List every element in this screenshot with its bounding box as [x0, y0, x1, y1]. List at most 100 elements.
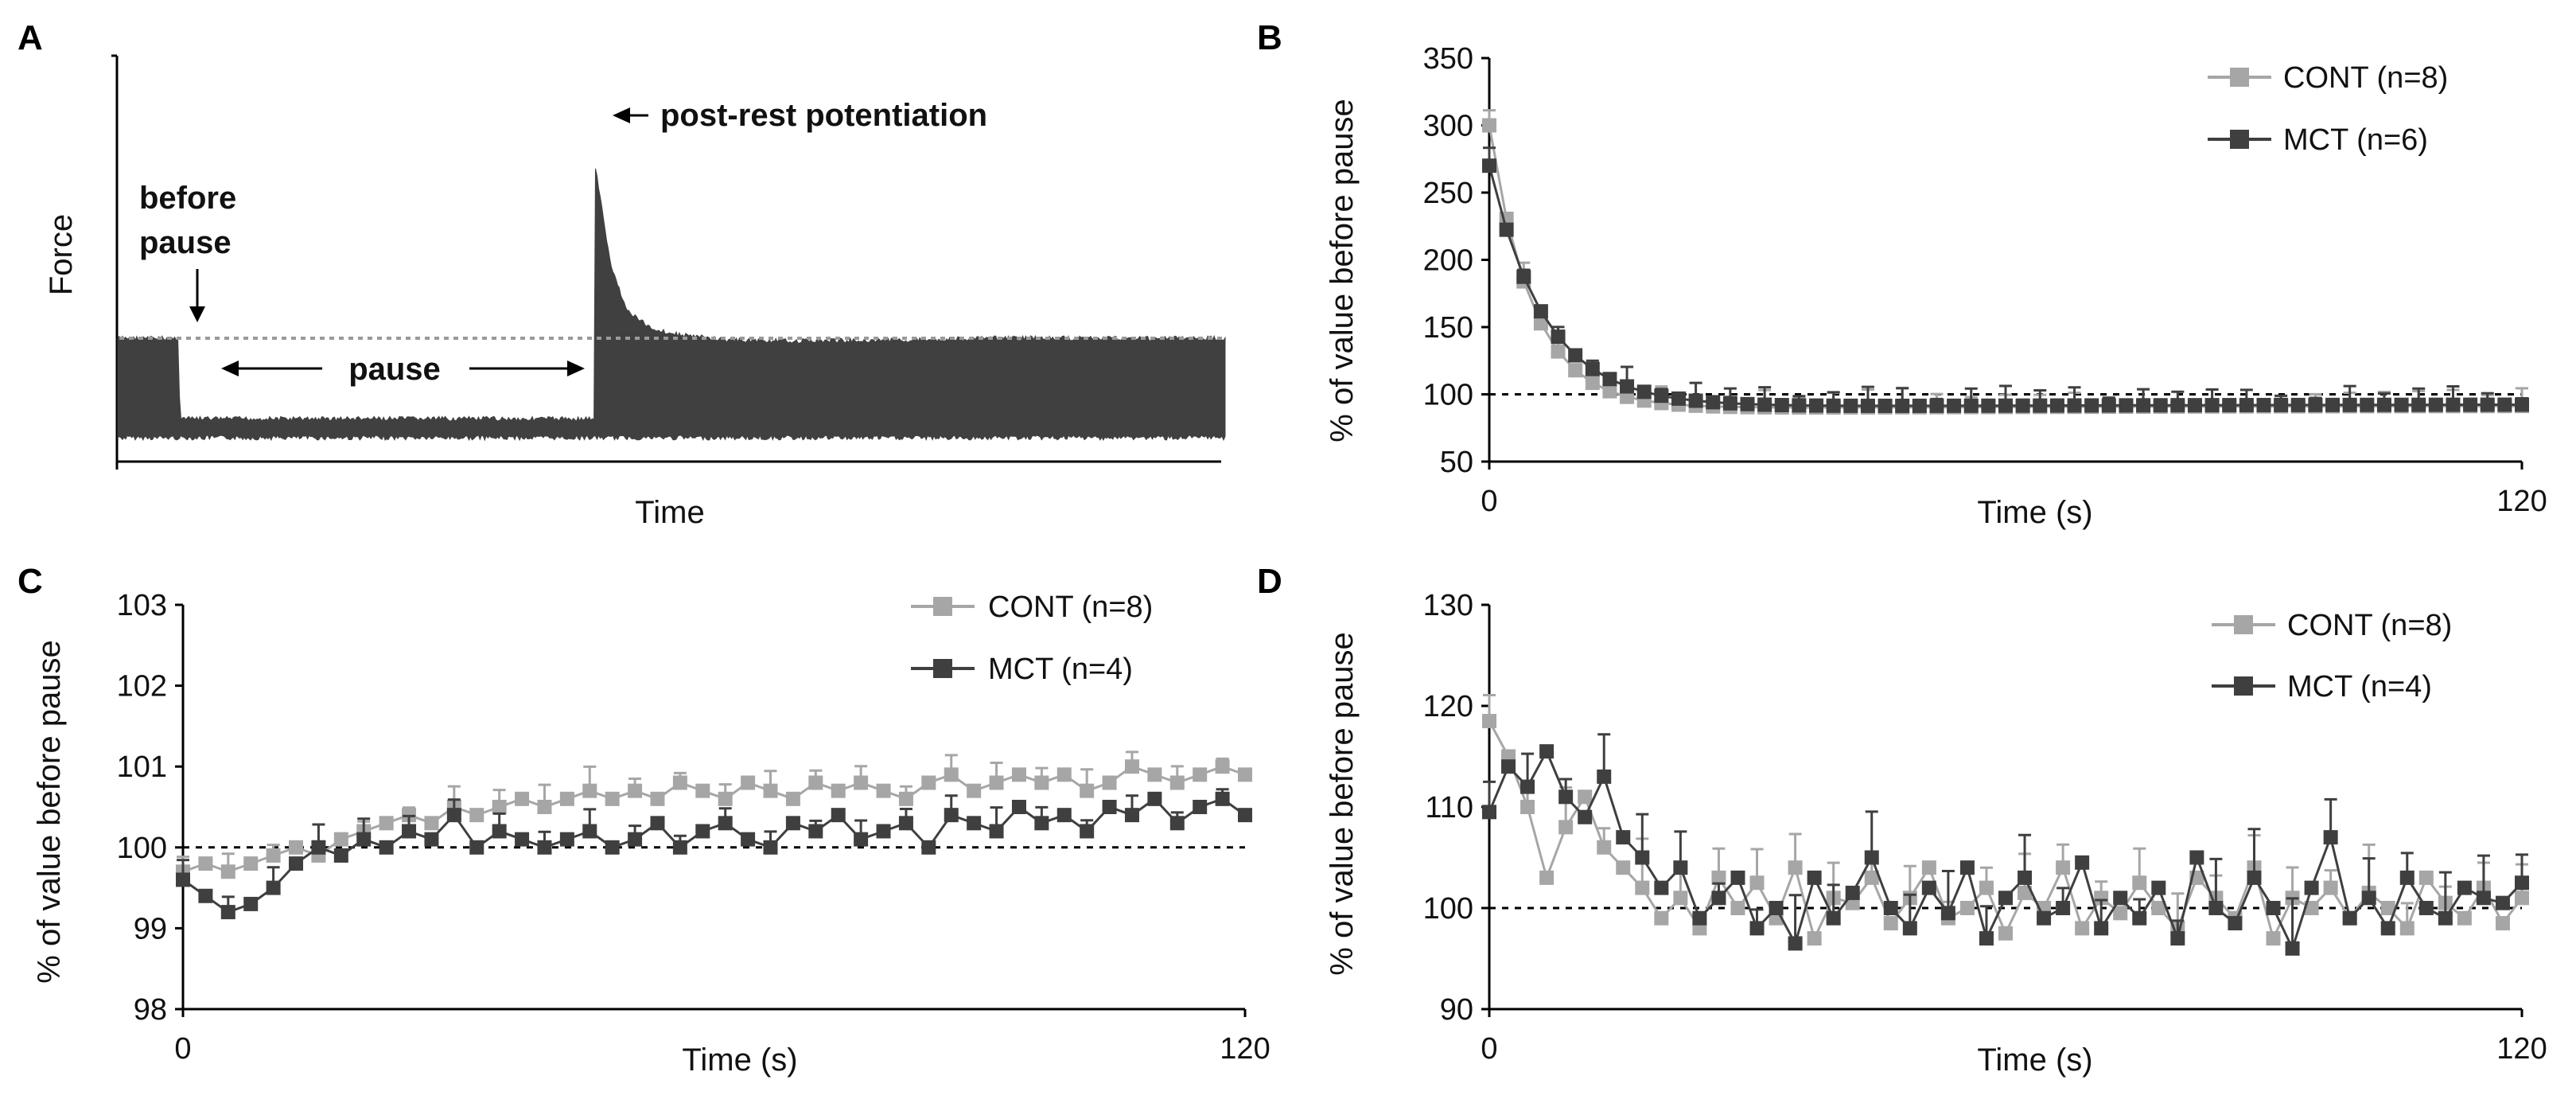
c-cont-point	[469, 808, 484, 823]
d-cont-point	[1673, 891, 1688, 906]
c-mct-point	[785, 816, 800, 831]
b-mct-point	[1843, 398, 1858, 413]
b-mct-point	[2119, 398, 2134, 413]
panel-b-plot	[1482, 109, 2529, 415]
c-mct-point	[1080, 824, 1095, 839]
c-mct-point	[220, 905, 235, 920]
d-cont-point	[2457, 910, 2472, 926]
d-cont-point	[1864, 870, 1879, 885]
b-mct-point	[2308, 397, 2323, 412]
b-mct-point	[1585, 361, 1600, 376]
d-cont-point	[1883, 916, 1898, 931]
d-mct-point	[2323, 830, 2338, 845]
legend-d-cont-marker	[2234, 615, 2253, 634]
b-mct-point	[1654, 388, 1669, 403]
c-mct-point	[1238, 808, 1252, 823]
d-cont-point	[2266, 931, 2281, 946]
c-cont-point	[944, 767, 959, 782]
c-cont-point	[989, 775, 1004, 790]
c-mct-point	[356, 832, 372, 847]
force-trace-band	[117, 168, 1226, 442]
panel-d: D % of value before pause Time (s) 90 100…	[1257, 562, 2547, 1078]
c-mct-point	[1011, 800, 1026, 814]
y-tick-label: 101	[117, 750, 167, 784]
b-mct-point	[1826, 398, 1841, 413]
annot-pause-word: pause	[139, 225, 232, 260]
d-mct-point	[1539, 744, 1555, 759]
d-mct-point	[1597, 769, 1612, 784]
b-mct-point	[2153, 398, 2168, 413]
c-mct-point	[559, 832, 574, 847]
d-mct-point	[2457, 880, 2472, 895]
legend-c-cont-marker	[933, 597, 952, 616]
b-mct-point	[2463, 397, 2478, 412]
c-cont-point	[628, 783, 643, 798]
c-cont-point	[582, 783, 597, 798]
c-cont-point	[763, 783, 778, 798]
b-mct-point	[1568, 348, 1583, 363]
b-mct-point	[2394, 397, 2409, 412]
c-cont-point	[854, 775, 869, 790]
b-cont-point	[1551, 344, 1566, 359]
d-cont-point	[1520, 800, 1535, 814]
legend-b-mct-marker	[2230, 130, 2249, 149]
c-cont-point	[1147, 767, 1162, 782]
panel-label-b: B	[1257, 18, 1282, 57]
d-mct-point	[1616, 830, 1631, 845]
d-cont-point	[2094, 891, 2109, 906]
d-cont-point	[1635, 880, 1650, 895]
x-tick-label: 0	[1481, 485, 1497, 518]
c-mct-point	[763, 840, 778, 855]
b-mct-point	[2067, 398, 2082, 413]
d-cont-point	[1959, 901, 1975, 915]
b-mct-point	[1998, 398, 2013, 413]
b-cont-point	[1602, 384, 1617, 399]
c-cont-point	[695, 783, 710, 798]
c-mct-point	[628, 832, 643, 847]
c-mct-point	[379, 840, 394, 855]
c-mct-point	[695, 824, 710, 839]
c-cont-point	[831, 783, 846, 798]
c-mct-point	[605, 840, 620, 855]
d-cont-point	[2132, 875, 2147, 891]
annot-post-rest: post-rest potentiation	[660, 98, 987, 133]
panel-a: A Force Time before pause pause post-res…	[18, 18, 1226, 530]
d-cont-point	[1788, 860, 1803, 875]
d-cont-point	[2399, 921, 2415, 936]
x-tick-label: 0	[174, 1032, 191, 1066]
c-mct-point	[176, 872, 190, 887]
c-cont-point	[559, 791, 574, 806]
panel-d-x-label: Time (s)	[1977, 1043, 2092, 1078]
legend-d-mct-label: MCT (n=4)	[2287, 670, 2432, 704]
panel-b: B % of value before pause Time (s) 50 100…	[1257, 18, 2547, 530]
b-mct-point	[2136, 398, 2151, 413]
d-cont-point	[2380, 901, 2395, 915]
d-mct-point	[2342, 910, 2357, 926]
y-tick-label: 200	[1423, 244, 1473, 278]
b-mct-point	[2015, 398, 2030, 413]
b-mct-point	[2101, 398, 2116, 413]
x-tick-label: 120	[2496, 485, 2547, 518]
b-mct-point	[2204, 398, 2220, 413]
c-cont-point	[1034, 775, 1049, 790]
d-cont-point	[1597, 840, 1612, 855]
d-cont-point	[2418, 870, 2434, 885]
panel-b-x-label: Time (s)	[1977, 495, 2092, 530]
d-mct-point	[1902, 921, 1917, 936]
b-mct-point	[2256, 397, 2271, 412]
panel-c-axes: 98 99 100 101 102 103 0 120	[117, 589, 1270, 1066]
c-mct-point	[898, 816, 913, 831]
legend-c-cont-label: CONT (n=8)	[988, 591, 1153, 624]
d-mct-point	[2380, 921, 2395, 936]
b-mct-point	[2033, 398, 2048, 413]
b-mct-point	[2170, 398, 2185, 413]
d-mct-point	[1520, 779, 1535, 794]
panel-label-c: C	[18, 562, 43, 601]
c-mct-point	[854, 832, 869, 847]
d-mct-point	[1730, 870, 1745, 885]
d-cont-point	[1578, 789, 1593, 805]
d-cont-point	[1807, 931, 1822, 946]
panel-d-axes: 90 100 110 120 130 0 120	[1423, 589, 2547, 1066]
d-mct-point	[1940, 906, 1955, 921]
panel-c-x-label: Time (s)	[682, 1043, 797, 1078]
